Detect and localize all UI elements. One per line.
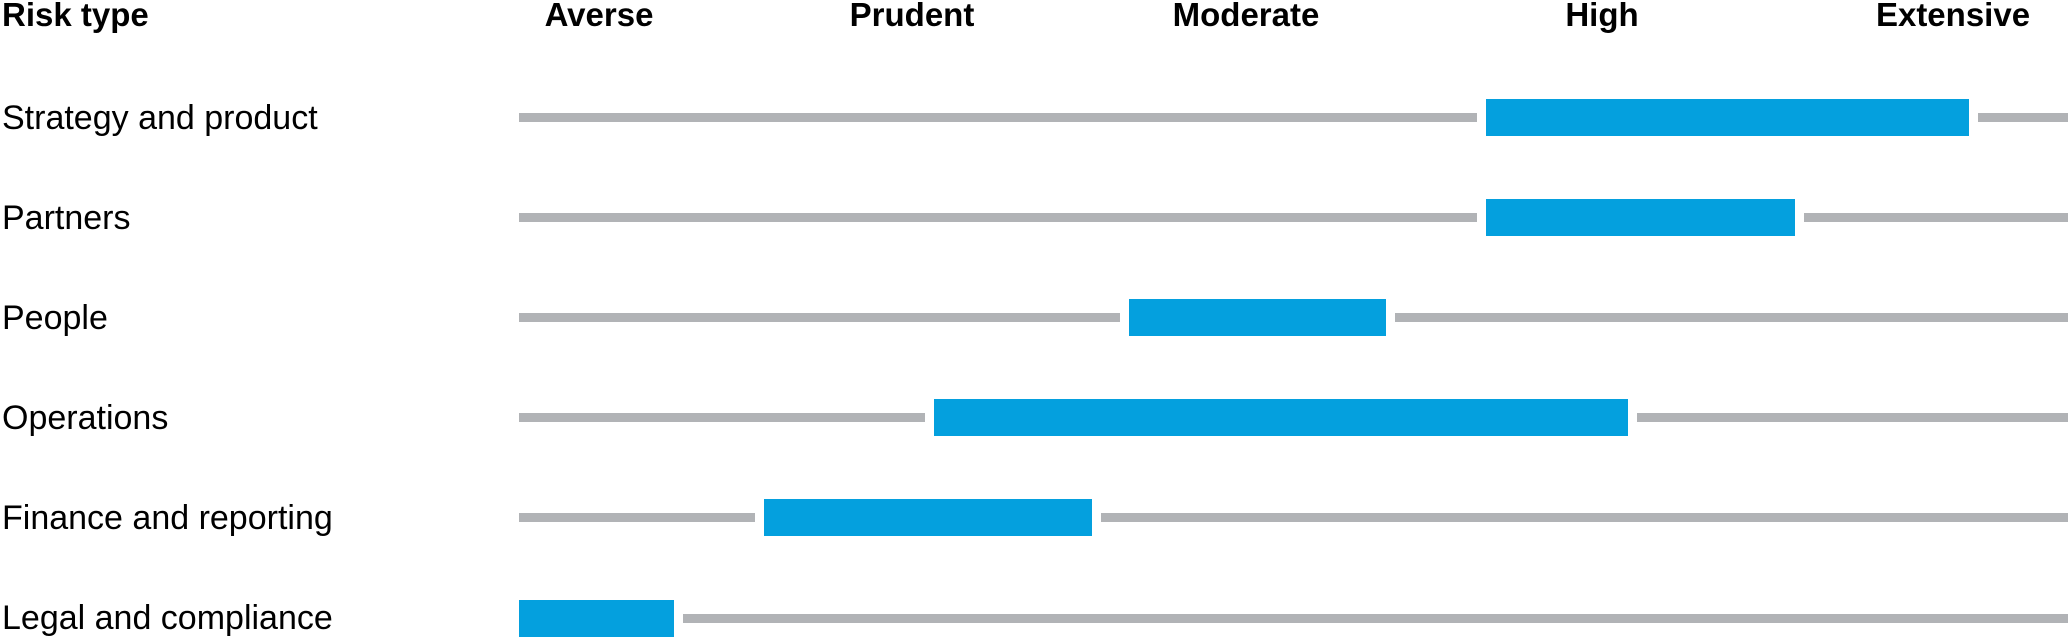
scale-label-prudent: Prudent [849, 0, 975, 33]
scale-label-high: High [1565, 0, 1639, 33]
risk-scale-track [519, 213, 2068, 223]
risk-row-label: People [2, 298, 108, 337]
scale-label-averse: Averse [544, 0, 654, 33]
risk-scale-track [519, 113, 2068, 122]
risk-scale-track [519, 613, 2068, 623]
risk-range-bar [754, 499, 1102, 537]
risk-scale-track [519, 513, 2068, 523]
risk-row: Partners [0, 168, 2068, 268]
risk-range-bar [1476, 199, 1805, 237]
risk-row-label: Partners [2, 198, 131, 237]
risk-row: Legal and compliance [0, 568, 2068, 643]
risk-row-label: Finance and reporting [2, 498, 333, 537]
risk-row-label: Legal and compliance [2, 599, 333, 637]
risk-row: Strategy and product [0, 68, 2068, 168]
scale-label-moderate: Moderate [1172, 0, 1320, 33]
risk-range-bar [925, 399, 1638, 437]
risk-row: Operations [0, 368, 2068, 468]
risk-range-bar [1120, 299, 1396, 337]
risk-row-label: Operations [2, 398, 169, 437]
risk-row: Finance and reporting [0, 468, 2068, 568]
risk-row-label: Strategy and product [2, 98, 318, 137]
scale-label-extensive: Extensive [1875, 0, 2031, 33]
risk-row: People [0, 268, 2068, 368]
risk-type-column-header: Risk type [2, 0, 149, 33]
risk-range-bar [510, 599, 683, 637]
risk-range-bar [1476, 99, 1978, 136]
